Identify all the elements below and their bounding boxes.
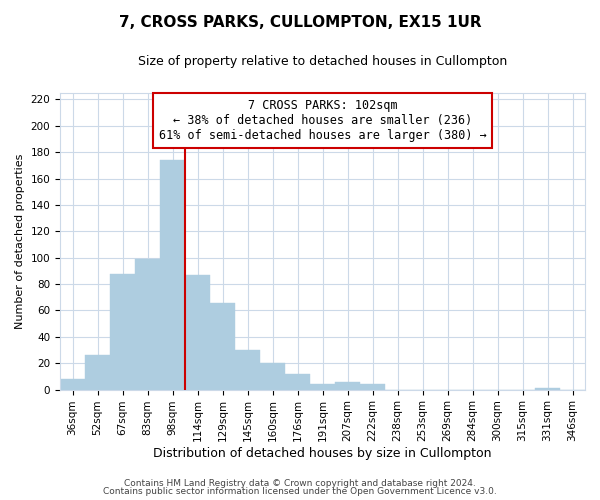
Bar	[210, 302, 235, 390]
Bar	[310, 384, 335, 390]
Title: Size of property relative to detached houses in Cullompton: Size of property relative to detached ho…	[138, 55, 507, 68]
Bar	[110, 274, 135, 390]
X-axis label: Distribution of detached houses by size in Cullompton: Distribution of detached houses by size …	[153, 447, 492, 460]
Bar	[60, 379, 85, 390]
Text: 7, CROSS PARKS, CULLOMPTON, EX15 1UR: 7, CROSS PARKS, CULLOMPTON, EX15 1UR	[119, 15, 481, 30]
Bar	[235, 350, 260, 390]
Y-axis label: Number of detached properties: Number of detached properties	[15, 154, 25, 329]
Bar	[360, 384, 385, 390]
Bar	[260, 363, 285, 390]
Bar	[160, 160, 185, 390]
Bar	[185, 275, 210, 390]
Bar	[535, 388, 560, 390]
Bar	[285, 374, 310, 390]
Text: Contains public sector information licensed under the Open Government Licence v3: Contains public sector information licen…	[103, 487, 497, 496]
Bar	[335, 382, 360, 390]
Bar	[135, 259, 160, 390]
Bar	[85, 356, 110, 390]
Text: 7 CROSS PARKS: 102sqm
← 38% of detached houses are smaller (236)
61% of semi-det: 7 CROSS PARKS: 102sqm ← 38% of detached …	[158, 98, 487, 142]
Text: Contains HM Land Registry data © Crown copyright and database right 2024.: Contains HM Land Registry data © Crown c…	[124, 478, 476, 488]
